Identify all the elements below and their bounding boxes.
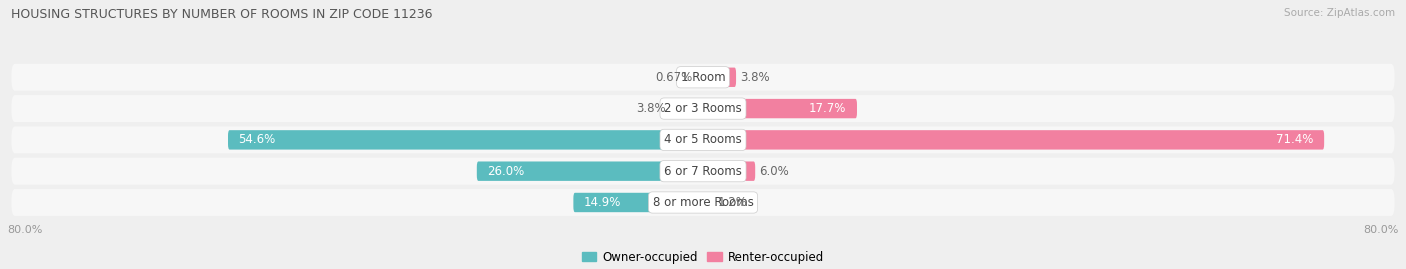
Text: 0.67%: 0.67% [655,71,693,84]
FancyBboxPatch shape [477,161,703,181]
FancyBboxPatch shape [11,158,1395,185]
Text: 3.8%: 3.8% [636,102,665,115]
Text: 80.0%: 80.0% [7,225,42,235]
Text: 71.4%: 71.4% [1277,133,1313,146]
Legend: Owner-occupied, Renter-occupied: Owner-occupied, Renter-occupied [578,246,828,268]
Text: 8 or more Rooms: 8 or more Rooms [652,196,754,209]
FancyBboxPatch shape [11,95,1395,122]
FancyBboxPatch shape [228,130,703,150]
FancyBboxPatch shape [574,193,703,212]
FancyBboxPatch shape [697,68,703,87]
FancyBboxPatch shape [11,189,1395,216]
Text: 1.2%: 1.2% [718,196,748,209]
Text: 6 or 7 Rooms: 6 or 7 Rooms [664,165,742,178]
FancyBboxPatch shape [703,193,713,212]
FancyBboxPatch shape [11,126,1395,153]
Text: 80.0%: 80.0% [1364,225,1399,235]
Text: 2 or 3 Rooms: 2 or 3 Rooms [664,102,742,115]
Text: 4 or 5 Rooms: 4 or 5 Rooms [664,133,742,146]
Text: 1 Room: 1 Room [681,71,725,84]
FancyBboxPatch shape [669,99,703,118]
Text: 26.0%: 26.0% [488,165,524,178]
FancyBboxPatch shape [703,161,755,181]
FancyBboxPatch shape [703,130,1324,150]
Text: 6.0%: 6.0% [759,165,789,178]
Text: 3.8%: 3.8% [741,71,770,84]
Text: 17.7%: 17.7% [810,102,846,115]
FancyBboxPatch shape [703,68,737,87]
Text: 54.6%: 54.6% [239,133,276,146]
Text: 14.9%: 14.9% [583,196,621,209]
FancyBboxPatch shape [703,99,858,118]
FancyBboxPatch shape [11,64,1395,91]
Text: HOUSING STRUCTURES BY NUMBER OF ROOMS IN ZIP CODE 11236: HOUSING STRUCTURES BY NUMBER OF ROOMS IN… [11,8,433,21]
Text: Source: ZipAtlas.com: Source: ZipAtlas.com [1284,8,1395,18]
